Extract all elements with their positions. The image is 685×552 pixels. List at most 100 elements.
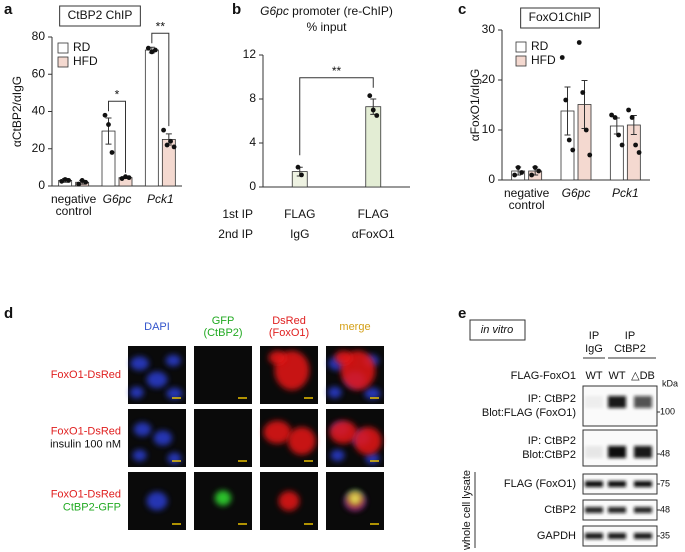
column-header: (CtBP2) [203,327,242,339]
data-point [563,97,569,103]
data-point [587,152,593,158]
blot-label: GAPDH [537,530,576,542]
y-tick-label: 80 [32,29,46,43]
panel-label: e [458,305,466,322]
legend-swatch [57,56,69,68]
cell-signal [165,354,181,367]
x-tick-label: Pck1 [612,186,639,200]
cell-signal [214,490,232,506]
row-label: insulin 100 nM [50,438,121,450]
chart-title: G6pc promoter (re-ChIP) [260,4,393,18]
y-tick-label: 12 [243,47,257,61]
micrograph [194,409,252,467]
panel-label: d [4,305,13,322]
chart-subtitle: % input [306,20,347,34]
cell-signal [327,386,342,399]
data-point [161,127,166,133]
y-tick-label: 0 [38,178,45,192]
legend-swatch [57,42,69,54]
row-label: 1st IP [222,207,253,221]
cell-signal [364,387,381,400]
cell-signal [349,492,361,505]
x-tick-label: negative [51,192,97,206]
y-tick-label: 0 [488,172,495,186]
data-point [515,165,521,170]
cell-signal [166,387,183,400]
y-tick-label: 20 [32,141,46,155]
significance-label: * [115,87,120,101]
cell-signal [133,422,152,437]
kda-value: 100 [660,406,675,416]
lane-label: WT [585,370,602,382]
blot-band [585,533,603,539]
legend-label: RD [73,40,91,54]
data-point [626,107,631,113]
kda-value: 48 [660,504,670,514]
title-box [59,5,141,27]
cell-signal [153,430,173,446]
data-point [616,132,621,138]
column-header: DAPI [144,321,170,333]
blot-band [634,481,652,487]
ip-header: CtBP2 [614,343,646,355]
chart-title: CtBP2 ChIP [68,8,133,22]
data-point [580,90,586,95]
blot-band [634,507,652,513]
significance-label: ** [156,19,166,33]
legend-label: RD [531,39,549,53]
x-tick-label: αFoxO1 [352,227,395,241]
y-tick-label: 8 [249,91,256,105]
bar [144,49,159,187]
data-point [367,93,373,99]
data-point [576,40,582,45]
column-header: DsRed [272,315,306,327]
y-tick-label: 20 [482,72,496,86]
cell-signal [146,491,168,511]
data-point [370,107,376,113]
data-point [609,112,614,118]
x-tick-label: G6pc [103,192,132,206]
micrograph [194,346,252,404]
blot-band [634,396,652,408]
cell-signal [146,371,168,388]
blot-band [585,507,603,513]
blot-label: Blot:CtBP2 [522,449,576,461]
kda-value: 48 [660,448,670,458]
y-tick-label: 4 [249,135,256,149]
cell-signal [353,426,382,455]
cell-signal [330,449,345,462]
row-label: CtBP2-GFP [63,501,121,513]
lane-label: △DB [631,370,655,382]
data-point [536,168,542,174]
x-tick-label: FLAG [284,207,315,221]
data-point [570,147,576,153]
blot-band [585,481,603,487]
data-point [145,45,151,51]
y-axis-label: αFoxO1/αIgG [468,69,482,142]
lane-header: FLAG-FoxO1 [511,370,576,382]
blot-label: IP: CtBP2 [528,393,576,405]
panel-label: c [458,1,466,18]
data-point [102,112,108,118]
kda-label: kDa [662,378,678,388]
x-tick-label: IgG [290,227,309,241]
data-point [109,150,115,155]
data-point [152,47,158,53]
cell-signal [130,356,149,371]
blot-band [608,396,626,408]
kda-value: 75 [660,478,670,488]
data-point [532,165,538,170]
error-bar [564,86,571,136]
data-point [299,172,304,178]
title-gene: G6pc [260,4,289,18]
title-text: promoter (re-ChIP) [292,4,393,18]
ip-header: IgG [585,343,603,355]
column-header: merge [339,321,370,333]
data-point [629,115,635,120]
significance-label: ** [332,64,342,78]
cell-signal [263,420,292,444]
legend-label: HFD [73,54,98,68]
data-point [529,172,535,178]
blot-label: CtBP2 [544,504,576,516]
data-point [126,175,132,181]
